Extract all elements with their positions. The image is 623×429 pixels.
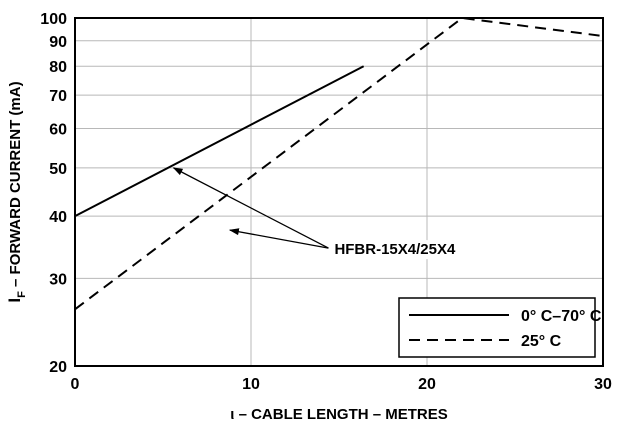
y-tick-label: 30 (49, 271, 67, 288)
plot-frame (74, 17, 604, 367)
y-tick-label: 90 (49, 34, 67, 51)
annotation-text: HFBR-15X4/25X4 (334, 241, 456, 258)
x-tick-label: 20 (418, 376, 436, 393)
x-axis-label: ι – CABLE LENGTH – METRES (230, 406, 448, 423)
legend-label-2: 25° C (521, 333, 562, 350)
annotation-arrow (228, 228, 329, 249)
y-tick-label: 80 (49, 59, 67, 76)
series-line-2 (75, 18, 603, 311)
annotation-background (332, 240, 458, 260)
x-tick-label: 0 (71, 376, 80, 393)
legend-box (398, 297, 596, 358)
y-axis-label: IF – FORWARD CURRENT (mA) (5, 81, 28, 302)
y-tick-label: 100 (40, 11, 67, 28)
legend-label-1: 0° C–70° C (521, 308, 602, 325)
legend: 0° C–70° C 25° C (398, 297, 602, 358)
x-tick-label: 10 (242, 376, 260, 393)
annotation: HFBR-15X4/25X4 (172, 167, 458, 260)
x-tick-label: 30 (594, 376, 612, 393)
y-tick-label: 40 (49, 209, 67, 226)
y-axis-label-main: I (5, 298, 24, 303)
y-tick-label: 70 (49, 88, 67, 105)
y-tick-label: 50 (49, 161, 67, 178)
series-layer (75, 18, 603, 311)
y-tick-label: 20 (49, 359, 67, 376)
y-tick-label: 60 (49, 121, 67, 138)
annotation-arrow (172, 167, 329, 249)
tick-labels: 0 10 20 30 20 30 40 50 60 70 80 90 100 (40, 11, 612, 393)
grid-lines (75, 18, 603, 366)
y-axis-label-rest: – FORWARD CURRENT (mA) (7, 81, 24, 291)
series-line-1 (75, 65, 365, 218)
y-axis-label-sub: F (16, 291, 28, 298)
